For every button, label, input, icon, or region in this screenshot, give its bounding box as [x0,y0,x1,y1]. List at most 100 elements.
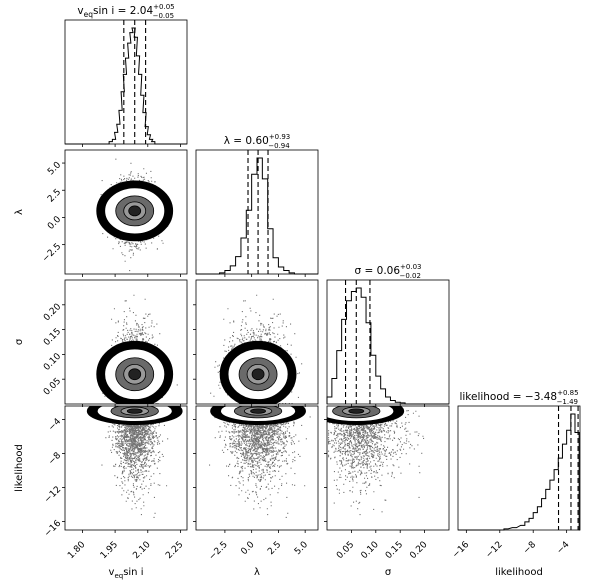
histogram-steps [196,157,318,275]
panel-2d-lambda-sigma [195,279,319,405]
panel-frame [195,279,319,405]
panel-hist-veq: veqsin i = 2.04+0.05 −0.05 [64,3,188,145]
panel-frame [326,405,450,531]
title-symbol: σ [355,265,362,277]
x-tick-label: 0.0 [239,540,256,557]
scatter-points [96,294,178,404]
y-tick-label: −2.5 [41,242,64,265]
panel-2d-sigma-likelihood [326,405,450,531]
density-contour [251,368,265,381]
density-contour [126,408,143,414]
density-contour [128,205,142,217]
histogram-steps [326,287,449,405]
x-tick-label: −16 [451,540,472,561]
axis-label-veq: veqsin i [109,567,144,580]
y-tick-label: 0.0 [46,214,63,231]
panel-title-sigma: σ = 0.06+0.03 −0.02 [355,263,422,280]
title-lower-error: −0.05 [153,12,174,20]
scatter-points [96,158,174,272]
panel-hist-lambda: λ = 0.60+0.93 −0.94 [195,133,319,275]
panel-2d-veq-lambda [64,149,188,275]
scatter-points [210,294,303,404]
axis-label-main: λ [254,567,260,578]
title-lower-error: −0.94 [268,142,290,150]
panel-frame [457,405,581,531]
panel-title-lambda: λ = 0.60+0.93 −0.94 [224,133,291,150]
title-symbol: likelihood [459,391,509,403]
scatter-density [101,407,171,518]
axis-label-main: σ [14,338,25,345]
scatter-density [328,407,425,530]
title-value: = 0.06 [361,265,400,277]
x-tick-label: 0.05 [335,540,356,561]
axis-label-sigma: σ [14,338,25,345]
density-contour [348,408,365,414]
panel-frame [326,279,450,405]
panel-frame [195,405,319,531]
axis-label-lambda: λ [14,209,25,215]
axis-label-main: σ [385,567,392,578]
axis-label-main: likelihood [495,567,543,578]
panel-2d-lambda-likelihood [195,405,319,531]
axis-label-sigma: σ [385,567,392,578]
scatter-points [209,406,311,518]
x-tick-label: 1.95 [99,540,120,561]
panel-title-likelihood: likelihood = −3.48+0.85 −1.49 [459,389,578,406]
panel-hist-likelihood: likelihood = −3.48+0.85 −1.49 [457,389,581,531]
title-rest: sin i [93,5,114,17]
density-contour [250,408,266,414]
panel-frame [64,19,188,145]
title-lower-error: −1.49 [557,398,578,406]
histogram-steps [458,413,580,531]
title-value: = −3.48 [509,391,557,403]
panel-hist-sigma: σ = 0.06+0.03 −0.02 [326,263,450,405]
y-tick-label: 0.10 [42,351,63,372]
x-tick-label: −12 [484,540,505,561]
y-tick-label: 0.05 [42,376,63,397]
axis-label-rest: sin i [123,567,143,578]
x-tick-label: −4 [555,540,572,557]
title-lower-error: −0.02 [399,272,420,280]
scatter-points [327,406,425,530]
axis-label-lambda: λ [254,567,260,578]
x-tick-label: 0.15 [384,540,405,561]
y-tick-label: −12 [43,485,64,506]
title-upper-error: +0.93 [269,133,290,141]
x-tick-label: −8 [522,540,539,557]
panel-title-veq: veqsin i = 2.04+0.05 −0.05 [77,3,174,20]
title-upper-error: +0.03 [400,263,421,271]
x-tick-label: 0.10 [360,540,381,561]
histogram-steps [65,27,187,145]
x-tick-label: 2.10 [131,540,152,561]
axis-label-main: likelihood [14,444,25,492]
panel-frame [195,149,319,275]
x-tick-label: −2.5 [207,540,230,563]
axis-label-main: λ [14,209,25,215]
panel-frame [64,279,188,405]
axis-label-likelihood: likelihood [495,567,543,578]
title-value: = 0.60 [230,135,269,147]
title-symbol: λ [224,135,230,147]
panel-2d-veq-likelihood [64,405,188,531]
scatter-points [86,406,183,518]
y-tick-label: −8 [47,451,64,468]
title-subscript: eq [84,10,94,19]
title-value: = 2.04 [114,5,153,17]
x-tick-label: 2.25 [164,540,185,561]
title-symbol: v [77,5,83,17]
x-tick-label: 5.0 [293,540,310,557]
y-tick-label: 2.5 [46,187,63,204]
y-tick-label: −4 [47,417,64,434]
x-tick-label: 1.80 [66,540,87,561]
title-upper-error: +0.05 [153,3,174,11]
panel-2d-veq-sigma [64,279,188,405]
x-tick-label: 0.20 [408,540,429,561]
panel-frame [64,149,188,275]
y-tick-label: 0.15 [42,327,63,348]
x-tick-label: 2.5 [266,540,283,557]
panel-frame [64,405,188,531]
title-upper-error: +0.85 [557,389,578,397]
axis-label-likelihood: likelihood [14,444,25,492]
density-contour [128,368,142,381]
